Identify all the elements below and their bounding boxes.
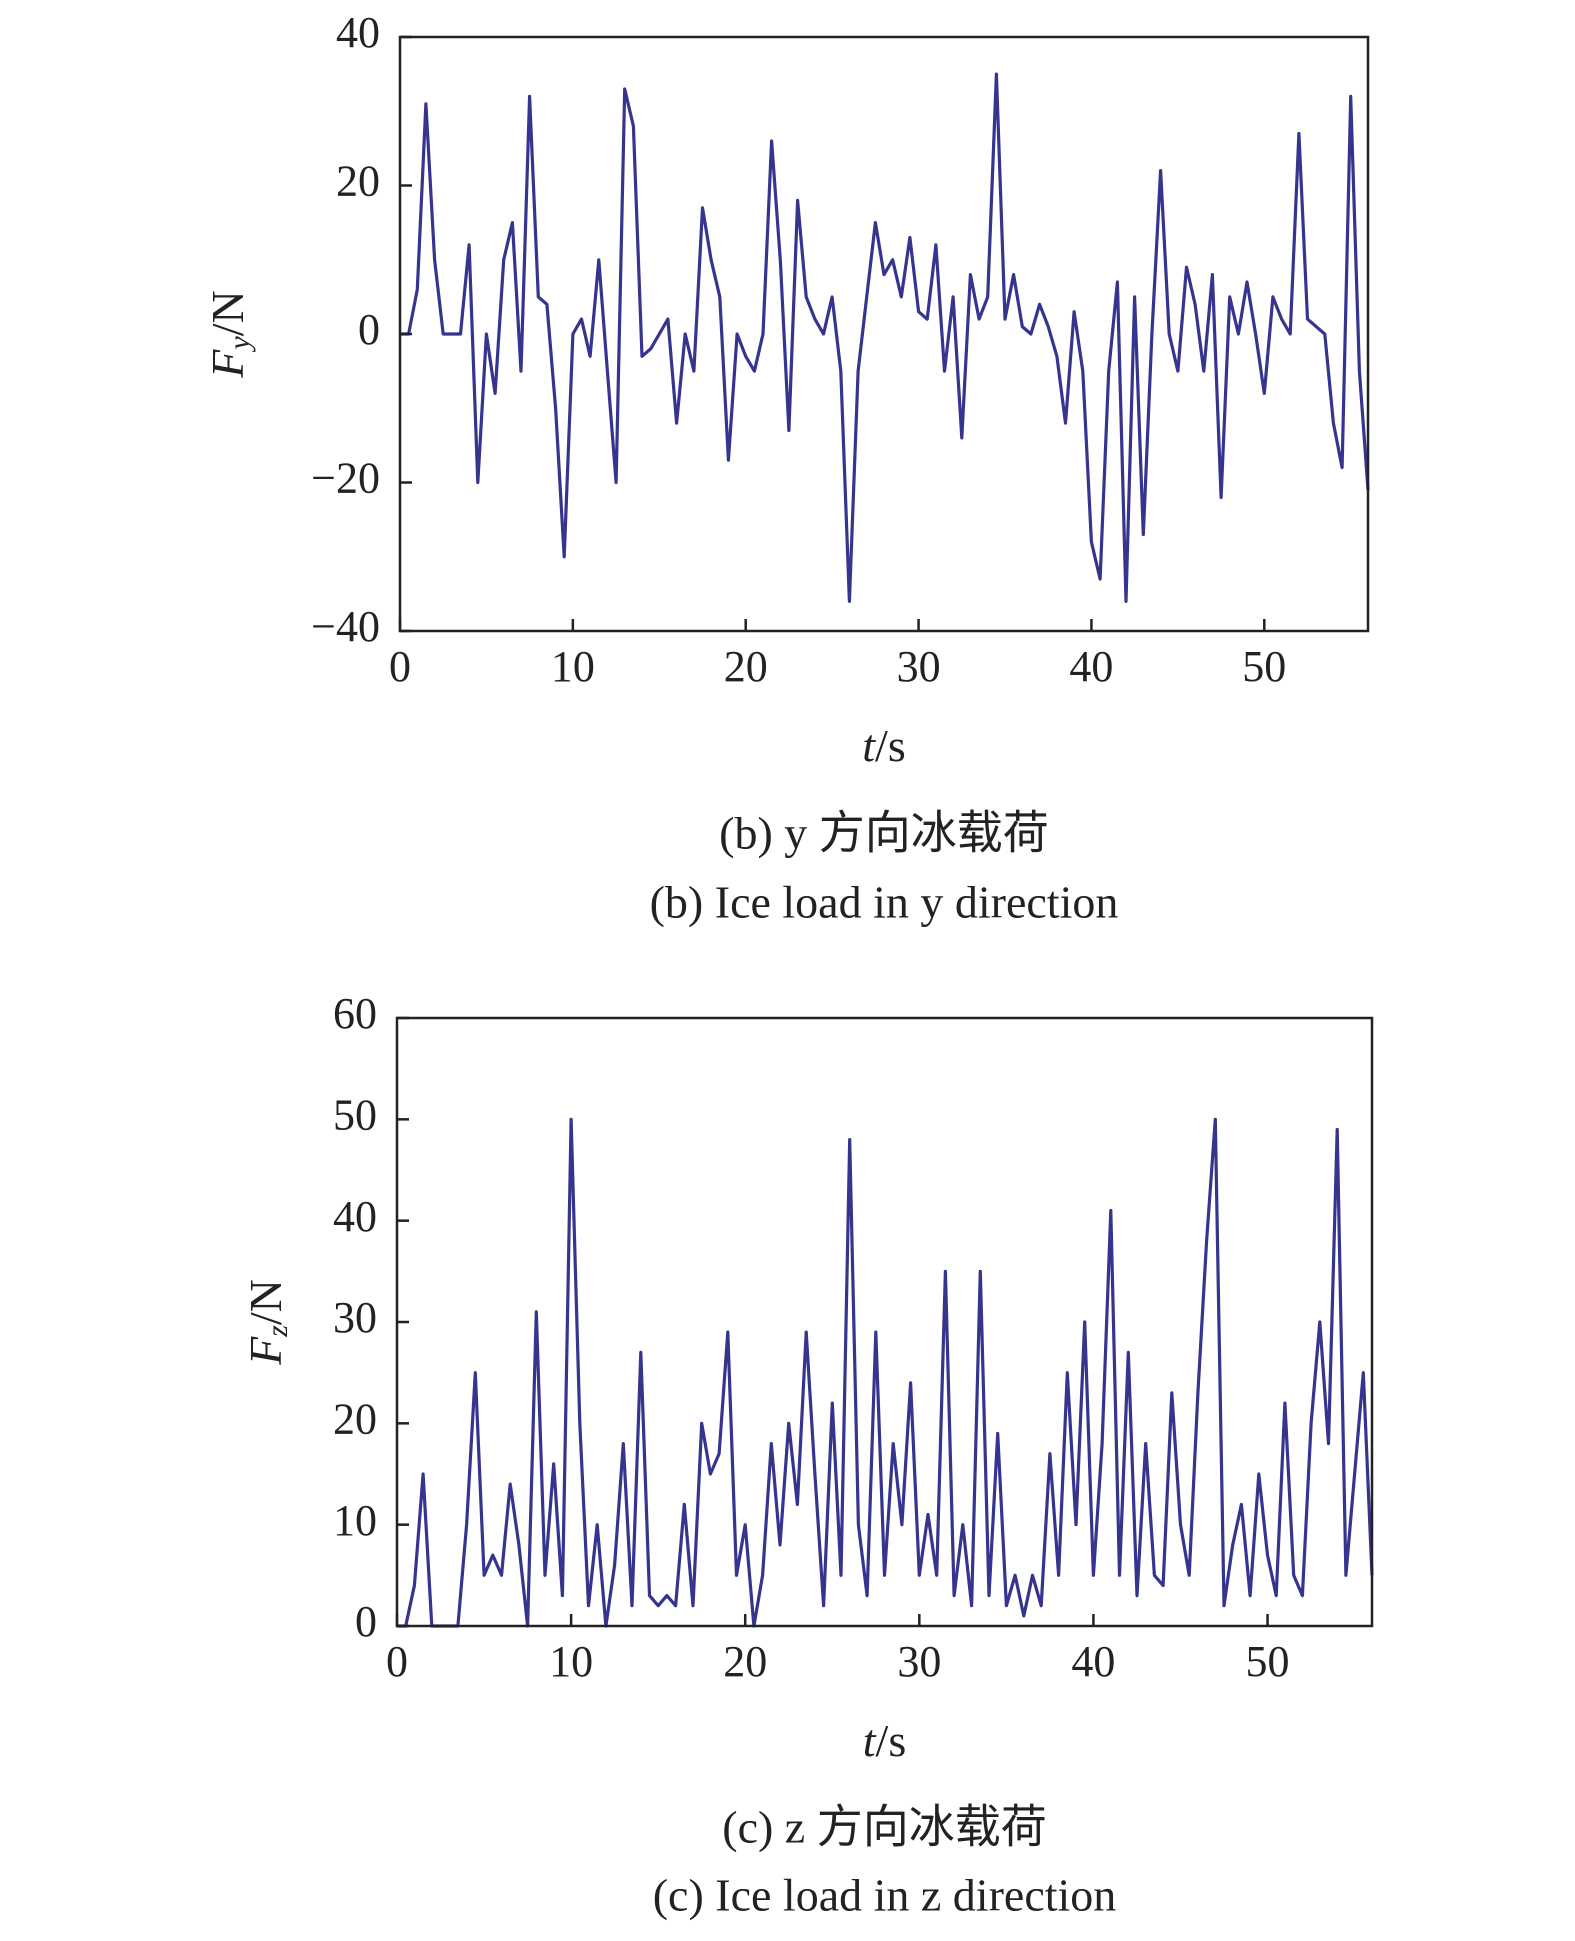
x-label-symbol: t <box>862 720 876 771</box>
x-tick-label: 20 <box>724 642 768 691</box>
y-label-symbol: F <box>202 349 253 379</box>
y-tick-label: 0 <box>358 305 380 354</box>
y-axis-label: Fz/N <box>240 1279 294 1366</box>
plot-frame <box>398 35 1370 633</box>
x-label-unit: /s <box>876 1715 907 1766</box>
y-tick-label: −20 <box>311 454 380 503</box>
caption-en: (c) Ice load in z direction <box>653 1870 1117 1921</box>
y-tick-label: 0 <box>355 1597 377 1646</box>
y-tick-label: 20 <box>333 1394 377 1443</box>
y-tick-label: 60 <box>333 989 377 1038</box>
chart: 0 10 20 30 40 50 −40 −20 0 20 40 Fy/N t/s (b) y 方向冰载荷… <box>202 8 1370 928</box>
x-tick-label: 30 <box>897 1637 941 1686</box>
x-label-symbol: t <box>863 1715 877 1766</box>
data-line <box>400 72 1370 603</box>
caption: (c) z 方向冰载荷 <box>722 1802 1046 1853</box>
x-tick-label: 0 <box>386 1637 408 1686</box>
y-tick-label: 30 <box>333 1293 377 1342</box>
y-tick-label: 20 <box>336 157 380 206</box>
x-axis-label: t/s <box>862 720 905 771</box>
y-label-subscript: z <box>261 1325 294 1338</box>
x-tick-label: 30 <box>897 642 941 691</box>
y-tick-label: 40 <box>336 8 380 57</box>
x-tick-label: 50 <box>1246 1637 1290 1686</box>
y-tick-label: 10 <box>333 1496 377 1545</box>
x-axis-label: t/s <box>863 1715 906 1766</box>
caption-en: (b) Ice load in y direction <box>650 877 1119 928</box>
x-tick-label: 20 <box>723 1637 767 1686</box>
data-line <box>397 1117 1374 1628</box>
x-tick-label: 40 <box>1069 642 1113 691</box>
y-tick-label: −40 <box>311 602 380 651</box>
x-tick-label: 10 <box>549 1637 593 1686</box>
x-tick-label: 50 <box>1242 642 1286 691</box>
y-label-symbol: F <box>240 1336 291 1366</box>
x-tick-label: 0 <box>389 642 411 691</box>
chart: 0 10 20 30 40 50 0 10 20 30 40 50 60 Fz/N t/s (c) z 方向冰… <box>240 989 1374 1921</box>
x-label-unit: /s <box>875 720 906 771</box>
y-label-unit: /N <box>240 1279 291 1325</box>
y-tick-label: 40 <box>333 1192 377 1241</box>
y-axis-label: Fy/N <box>202 290 256 378</box>
caption: (b) y 方向冰载荷 <box>719 808 1049 859</box>
y-label-subscript: y <box>223 336 256 353</box>
x-tick-label: 40 <box>1071 1637 1115 1686</box>
y-label-unit: /N <box>202 290 253 336</box>
x-tick-label: 10 <box>551 642 595 691</box>
y-tick-label: 50 <box>333 1090 377 1139</box>
